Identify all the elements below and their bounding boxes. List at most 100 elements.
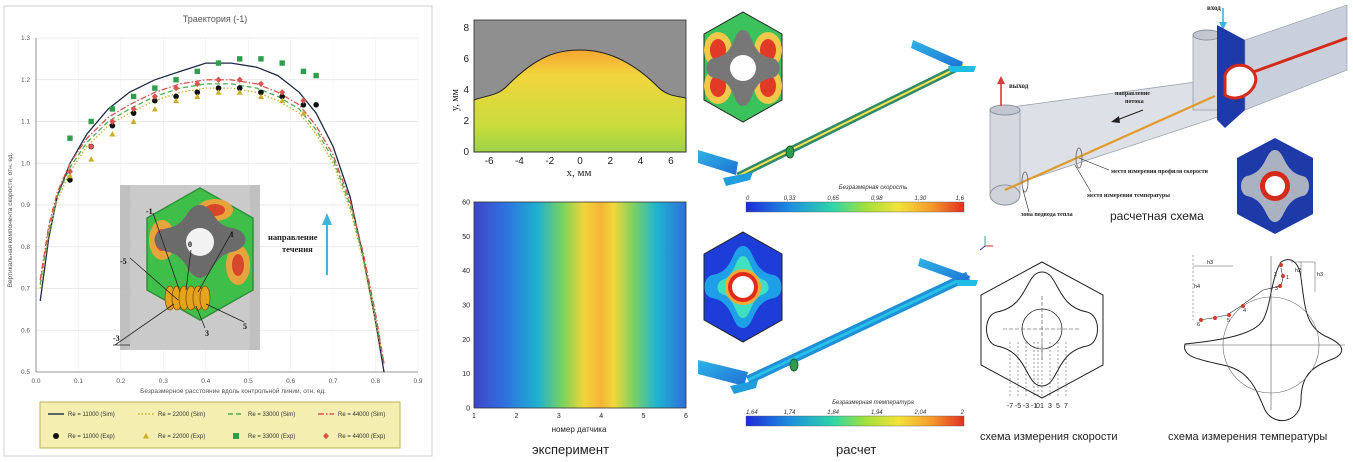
x-tick-label: 2 bbox=[608, 156, 614, 167]
probe-rings bbox=[164, 285, 211, 311]
data-point bbox=[215, 76, 222, 83]
x-tick-label: -4 bbox=[515, 156, 524, 167]
temperature-scheme-label: h3 bbox=[1207, 260, 1213, 266]
chart-grid bbox=[35, 37, 419, 373]
measurement-tick-label: -3 bbox=[1023, 403, 1029, 410]
measurement-tick-label: 1 bbox=[1040, 403, 1044, 410]
y-axis-label: Вертикальная компонента скорости, отн. е… bbox=[7, 152, 14, 287]
data-point bbox=[300, 110, 307, 116]
temperature-scheme-label: h4 bbox=[1194, 284, 1200, 290]
data-point bbox=[313, 72, 319, 79]
temperature-measurement-scheme bbox=[1184, 255, 1345, 421]
x-tick-label: 0.7 bbox=[329, 378, 338, 385]
x-tick-label: 0.2 bbox=[116, 378, 125, 385]
data-point bbox=[109, 118, 116, 125]
scheme-panel: вход выход направление потока место изме… bbox=[979, 4, 1348, 443]
data-point bbox=[152, 97, 158, 104]
legend-entry: Re = 44000 (Exp) bbox=[338, 434, 385, 440]
experiment-bottom-heatmap bbox=[473, 201, 687, 409]
y-tick-label: 0.9 bbox=[21, 202, 30, 209]
x-tick-labels: 0.0 0.1 0.2 0.3 0.4 0.5 0.6 0.7 0.8 0.9 bbox=[31, 378, 422, 385]
colorbar-tick-label: 0,33 bbox=[784, 196, 796, 202]
colorbar-tick-label: 1,64 bbox=[746, 410, 758, 416]
x-tick-label: 5 bbox=[642, 413, 646, 420]
y-tick-label: 1.2 bbox=[21, 77, 30, 84]
x-tick-label: 1 bbox=[472, 413, 476, 420]
y-tick-label: 0.5 bbox=[21, 369, 30, 376]
x-tick-label: 0.9 bbox=[413, 378, 422, 385]
y-tick-label: 0.8 bbox=[21, 244, 30, 251]
legend-swatch bbox=[323, 432, 329, 440]
data-point bbox=[67, 177, 73, 183]
y-tick-label: 0.6 bbox=[21, 327, 30, 334]
x-tick-label: 4 bbox=[638, 156, 644, 167]
x-tick-label: 4 bbox=[599, 413, 603, 420]
probe-label: 1 bbox=[230, 230, 234, 239]
flow-arrow-icon bbox=[322, 213, 332, 275]
y-tick-label: 1.0 bbox=[21, 160, 30, 167]
calculation-caption: расчет bbox=[836, 442, 877, 457]
x-tick-label: -6 bbox=[485, 156, 494, 167]
temperature-scheme-label: 6 bbox=[1197, 322, 1200, 328]
data-point bbox=[152, 85, 158, 91]
data-point bbox=[173, 97, 180, 104]
measurement-tick-label: -7 bbox=[1007, 403, 1013, 410]
temperature-scheme-caption: схема измерения температуры bbox=[1168, 431, 1327, 443]
measurement-tick-label: 5 bbox=[1056, 403, 1060, 410]
y-tick-label: 1.1 bbox=[21, 119, 30, 126]
temperature-pipe-model bbox=[698, 258, 978, 394]
colorbar-tick-label: 0,98 bbox=[871, 196, 883, 202]
velocity-pipe-model bbox=[698, 40, 976, 186]
temperature-colorbar bbox=[745, 415, 965, 427]
heat-zone-label: зона подвода тепла bbox=[1021, 212, 1073, 218]
axis-triad-icon bbox=[979, 236, 993, 251]
data-point bbox=[88, 143, 95, 150]
data-point bbox=[257, 80, 264, 88]
experiment-top-heatmap bbox=[473, 19, 687, 153]
colorbar-tick-label: 2 bbox=[960, 410, 965, 416]
velocity-measurement-label: место измерения профиля скорости bbox=[1111, 168, 1209, 175]
y-tick-label: 2 bbox=[463, 116, 469, 127]
data-point bbox=[173, 93, 179, 100]
data-point bbox=[300, 97, 307, 104]
y-tick-label: 6 bbox=[463, 54, 469, 65]
temperature-scale-title: Безразмерная температура bbox=[832, 400, 914, 406]
flow-direction-label: направление bbox=[268, 232, 318, 242]
data-point bbox=[215, 60, 222, 66]
x-tick-label: 0.8 bbox=[371, 378, 380, 385]
data-point bbox=[130, 110, 137, 116]
colorbar-tick-label: 2,04 bbox=[914, 410, 927, 416]
x-tick-label: 2 bbox=[514, 413, 518, 420]
data-point bbox=[237, 56, 243, 62]
inlet-label: вход bbox=[1207, 4, 1221, 12]
cross-section-3d bbox=[1237, 138, 1313, 234]
y-tick-label: 8 bbox=[463, 23, 469, 34]
y-axis-label: y, мм bbox=[450, 88, 461, 111]
y-tick-label: 40 bbox=[462, 268, 470, 275]
measurement-tick-label: -1 bbox=[1031, 403, 1037, 410]
pipe-assembly bbox=[989, 29, 1234, 206]
data-point bbox=[215, 89, 222, 95]
experiment-caption: эксперимент bbox=[532, 442, 610, 457]
data-point bbox=[279, 97, 286, 104]
temperature-scheme-label: 4 bbox=[1243, 308, 1246, 314]
y-tick-label: 0 bbox=[466, 406, 470, 413]
data-point bbox=[236, 85, 243, 91]
flow-direction-label: направление bbox=[1115, 91, 1150, 97]
data-point bbox=[313, 102, 319, 108]
x-tick-label: 6 bbox=[668, 156, 674, 167]
temperature-colorbar-ticks: 1,64 1,74 1,84 1,94 2,04 2 bbox=[746, 410, 965, 416]
legend-swatch bbox=[143, 433, 149, 439]
temperature-scheme-label: 1 bbox=[1286, 275, 1289, 281]
colorbar-tick-label: 1,6 bbox=[956, 196, 965, 202]
data-point bbox=[88, 156, 95, 162]
data-point bbox=[300, 102, 307, 108]
temperature-scheme-label: 3 bbox=[1275, 286, 1278, 292]
x-tick-label: 0.3 bbox=[159, 378, 168, 385]
y-tick-label: 4 bbox=[463, 85, 469, 96]
data-point bbox=[151, 105, 158, 112]
data-point bbox=[109, 122, 116, 129]
legend-entry: Re = 11000 (Sim) bbox=[68, 412, 115, 418]
legend-entry: Re = 33000 (Exp) bbox=[248, 434, 295, 440]
legend-swatch bbox=[53, 433, 59, 439]
